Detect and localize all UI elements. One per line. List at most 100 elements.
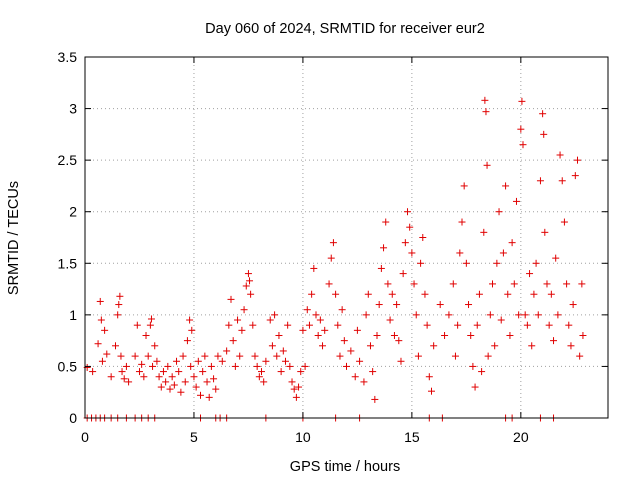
data-point (560, 218, 568, 226)
data-point (98, 357, 106, 365)
data-point (142, 331, 150, 339)
x-axis-label: GPS time / hours (290, 459, 400, 475)
data-point (177, 388, 185, 396)
data-point (563, 280, 571, 288)
data-point (153, 357, 161, 365)
data-point (499, 249, 507, 257)
data-point (301, 362, 309, 370)
data-point (271, 311, 279, 319)
data-point (573, 156, 581, 164)
data-point (183, 337, 191, 345)
data-point (135, 368, 143, 376)
data-point (138, 360, 146, 368)
data-point (545, 321, 553, 329)
data-point (279, 347, 287, 355)
data-point (523, 321, 531, 329)
data-point (281, 357, 289, 365)
data-point (353, 326, 361, 334)
data-point (552, 254, 560, 262)
data-point (258, 368, 266, 376)
plot-frame (84, 56, 609, 419)
data-point (212, 385, 220, 393)
data-point (96, 297, 104, 305)
y-tick-label: 1 (69, 307, 77, 323)
data-point (201, 352, 209, 360)
data-point (187, 362, 195, 370)
data-point (329, 239, 337, 247)
data-point (188, 326, 196, 334)
data-point (480, 228, 488, 236)
data-point (532, 259, 540, 267)
data-point (253, 362, 261, 370)
data-point (473, 321, 481, 329)
data-point (266, 316, 274, 324)
data-point (236, 352, 244, 360)
data-point (547, 290, 555, 298)
grid-lines (85, 57, 608, 418)
x-tick-label: 15 (404, 429, 420, 445)
data-point (504, 290, 512, 298)
data-point (526, 270, 534, 278)
data-point (147, 315, 155, 323)
data-point (465, 301, 473, 309)
data-point (117, 352, 125, 360)
data-points (83, 96, 587, 422)
data-point (571, 172, 579, 180)
data-point (565, 321, 573, 329)
data-point (425, 373, 433, 381)
data-point (423, 321, 431, 329)
data-point (540, 130, 548, 138)
data-point (395, 337, 403, 345)
data-point (196, 391, 204, 399)
data-point (290, 385, 298, 393)
data-point (399, 270, 407, 278)
data-point (430, 342, 438, 350)
data-point (240, 306, 248, 314)
data-point (107, 373, 115, 381)
data-point (170, 381, 178, 389)
data-point (360, 378, 368, 386)
data-point (518, 97, 526, 105)
data-point (286, 362, 294, 370)
data-point (103, 350, 111, 358)
data-point (482, 108, 490, 116)
data-point (321, 326, 329, 334)
data-point (351, 373, 359, 381)
data-point (327, 254, 335, 262)
data-point (268, 342, 276, 350)
data-point (558, 177, 566, 185)
data-point (567, 342, 575, 350)
data-point (539, 110, 547, 118)
data-point (364, 290, 372, 298)
data-point (502, 182, 510, 190)
data-point (486, 311, 494, 319)
data-point (484, 352, 492, 360)
data-point (173, 357, 181, 365)
data-point (441, 331, 449, 339)
data-point (112, 342, 120, 350)
data-point (515, 311, 523, 319)
data-point (404, 208, 412, 216)
data-point (390, 331, 398, 339)
data-point (223, 347, 231, 355)
data-point (467, 331, 475, 339)
x-tick-label: 10 (295, 429, 311, 445)
data-point (225, 321, 233, 329)
data-point (512, 197, 520, 205)
y-tick-label: 0 (69, 410, 77, 426)
data-point (517, 125, 525, 133)
data-point (508, 239, 516, 247)
data-point (190, 373, 198, 381)
data-point (164, 362, 172, 370)
data-point (528, 342, 536, 350)
data-point (292, 393, 300, 401)
data-point (218, 357, 226, 365)
data-point (210, 375, 218, 383)
data-point (489, 280, 497, 288)
data-point (469, 362, 477, 370)
data-point (456, 249, 464, 257)
data-point (427, 387, 435, 395)
data-point (144, 352, 152, 360)
y-tick-label: 1.5 (58, 255, 78, 271)
